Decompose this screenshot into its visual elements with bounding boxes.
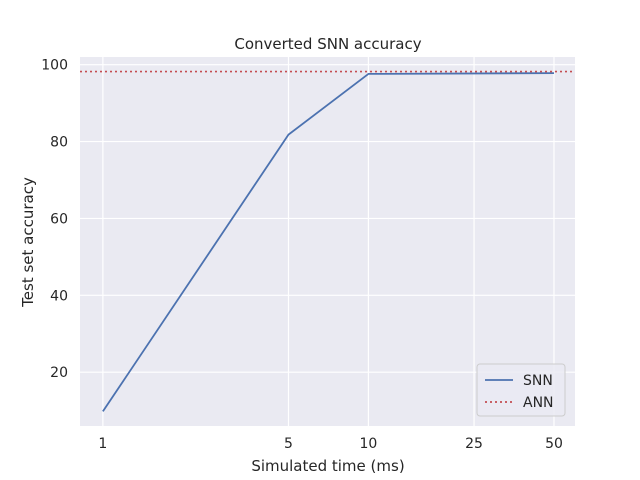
x-tick-label: 25 bbox=[465, 436, 483, 452]
legend: SNN ANN bbox=[476, 363, 566, 417]
y-tick-label: 20 bbox=[50, 365, 68, 381]
x-tick-label: 5 bbox=[284, 436, 293, 452]
x-tick-label: 10 bbox=[359, 436, 377, 452]
y-axis-ticks: 20 40 60 80 100 bbox=[41, 58, 68, 382]
chart-title: Converted SNN accuracy bbox=[234, 35, 421, 53]
y-tick-label: 40 bbox=[50, 288, 68, 304]
y-tick-label: 80 bbox=[50, 135, 68, 151]
legend-label-snn: SNN bbox=[523, 373, 553, 389]
series-line-snn bbox=[102, 72, 554, 412]
legend-box bbox=[476, 363, 566, 417]
y-tick-label: 100 bbox=[41, 58, 68, 74]
legend-label-ann: ANN bbox=[523, 395, 554, 411]
x-tick-label: 50 bbox=[545, 436, 563, 452]
y-tick-label: 60 bbox=[50, 211, 68, 227]
y-axis-label: Test set accuracy bbox=[19, 177, 37, 308]
series-layer bbox=[80, 70, 575, 412]
x-axis-ticks: 1 5 10 25 50 bbox=[98, 436, 562, 452]
x-axis-label: Simulated time (ms) bbox=[251, 457, 404, 475]
x-tick-label: 1 bbox=[98, 436, 107, 452]
